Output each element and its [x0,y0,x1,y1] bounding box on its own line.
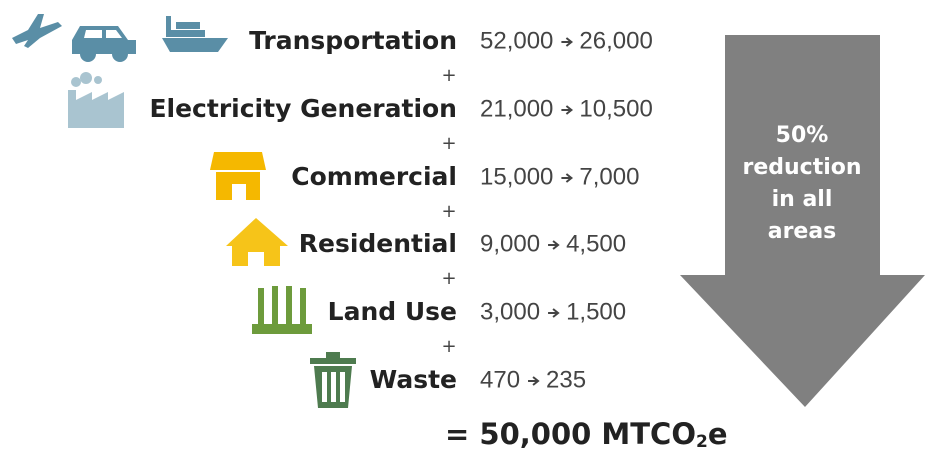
row-label: Transportation [249,26,457,55]
small-arrow [548,308,560,318]
reduction-arrow [680,35,925,407]
total-suffix: e [708,417,728,451]
to-value: 1,500 [566,298,626,325]
row-label: Electricity Generation [149,94,457,123]
factory-icon [68,72,124,128]
plus: + [441,133,456,154]
small-arrow [561,37,574,47]
to-value: 10,500 [579,95,652,122]
arrow-text: reduction [742,155,861,180]
small-arrow [561,173,574,183]
plus: + [441,65,456,86]
plus: + [441,268,456,289]
small-arrow [528,376,540,386]
total-sub: 2 [696,432,708,452]
from-value: 52,000 [480,27,553,54]
store-icon [210,152,266,200]
plus: + [441,336,456,357]
to-value: 235 [546,366,586,393]
trash-icon [310,352,356,408]
total: = 50,000 MTCO2e [445,417,728,452]
house-icon [226,218,288,266]
small-arrow [548,240,560,250]
small-arrow [561,105,574,115]
arrow-text: areas [768,219,837,244]
row-label: Waste [370,365,457,394]
arrow-text: 50% [776,123,829,148]
from-value: 3,000 [480,298,540,325]
row-label: Residential [299,229,457,258]
arrow-text: in all [772,187,833,212]
from-value: 9,000 [480,230,540,257]
row-label: Land Use [328,297,457,326]
transport-icons [12,14,228,62]
total-main: = 50,000 MTCO [445,417,696,451]
row-label: Commercial [291,162,457,191]
from-value: 15,000 [480,163,553,190]
from-value: 470 [480,366,520,393]
to-value: 26,000 [579,27,652,54]
to-value: 4,500 [566,230,626,257]
crops-icon [252,286,312,334]
from-value: 21,000 [480,95,553,122]
plus: + [441,201,456,222]
to-value: 7,000 [579,163,639,190]
